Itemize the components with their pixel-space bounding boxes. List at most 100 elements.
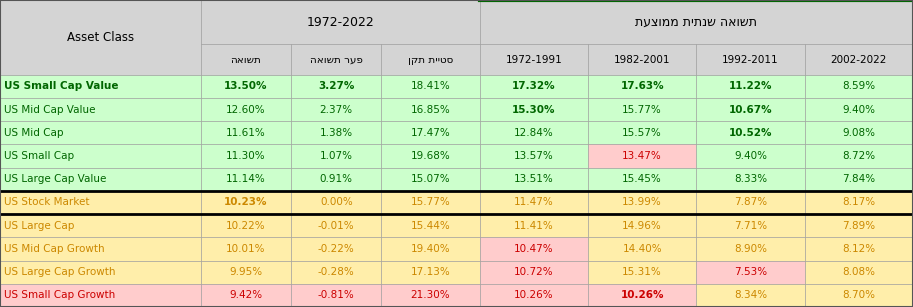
Bar [291,168,382,191]
Bar [291,191,382,214]
Bar [588,261,697,284]
Bar [0,0,201,75]
Text: 11.47%: 11.47% [514,197,553,208]
Bar [588,75,697,98]
Text: 13.47%: 13.47% [623,151,662,161]
Bar [382,214,479,237]
Text: 11.30%: 11.30% [226,151,266,161]
Text: -0.81%: -0.81% [318,290,354,300]
Bar [382,75,479,98]
Bar [291,144,382,168]
Bar [201,237,291,261]
Bar [804,45,913,75]
Text: 10.01%: 10.01% [226,244,266,254]
Bar [588,214,697,237]
Bar [804,144,913,168]
Text: US Mid Cap Value: US Mid Cap Value [4,105,96,115]
Text: 8.08%: 8.08% [843,267,876,277]
Text: 21.30%: 21.30% [411,290,450,300]
Text: 11.41%: 11.41% [514,221,553,231]
Bar [588,191,697,214]
Text: 15.44%: 15.44% [411,221,450,231]
Bar [479,237,588,261]
Bar [479,144,588,168]
Bar [697,98,804,121]
Text: 8.72%: 8.72% [843,151,876,161]
Text: 8.12%: 8.12% [843,244,876,254]
Text: 17.32%: 17.32% [512,81,556,91]
Text: US Small Cap: US Small Cap [4,151,74,161]
Text: 13.57%: 13.57% [514,151,553,161]
Text: 9.08%: 9.08% [843,128,876,138]
Bar [0,75,201,98]
Text: 12.60%: 12.60% [226,105,266,115]
Bar [0,144,201,168]
Text: האושת: האושת [231,55,261,64]
Text: 15.31%: 15.31% [623,267,662,277]
Bar [382,191,479,214]
Text: US Large Cap Growth: US Large Cap Growth [4,267,116,277]
Text: 16.85%: 16.85% [411,105,450,115]
Bar [697,45,804,75]
Text: US Stock Market: US Stock Market [4,197,89,208]
Bar [804,237,913,261]
Text: US Small Cap Growth: US Small Cap Growth [4,290,115,300]
Text: 10.47%: 10.47% [514,244,553,254]
Bar [201,284,291,307]
Text: 17.63%: 17.63% [620,81,664,91]
Bar [804,121,913,144]
Bar [588,144,697,168]
Text: 19.40%: 19.40% [411,244,450,254]
Bar [479,214,588,237]
Bar [382,98,479,121]
Bar [479,191,588,214]
Bar [804,191,913,214]
Bar [588,45,697,75]
Text: -0.01%: -0.01% [318,221,354,231]
Text: -0.28%: -0.28% [318,267,354,277]
Bar [588,284,697,307]
Bar [697,121,804,144]
Text: US Mid Cap Growth: US Mid Cap Growth [4,244,105,254]
Bar [201,45,291,75]
Bar [588,168,697,191]
Bar [382,144,479,168]
Bar [0,214,201,237]
Text: 10.52%: 10.52% [729,128,772,138]
Text: 9.95%: 9.95% [229,267,263,277]
Bar [804,98,913,121]
Text: 8.33%: 8.33% [734,174,767,184]
Text: US Mid Cap: US Mid Cap [4,128,64,138]
Text: 14.40%: 14.40% [623,244,662,254]
Bar [382,45,479,75]
Bar [697,261,804,284]
Bar [382,237,479,261]
Text: 1.38%: 1.38% [320,128,352,138]
Bar [291,98,382,121]
Bar [588,121,697,144]
Bar [291,45,382,75]
Text: US Large Cap Value: US Large Cap Value [4,174,107,184]
Bar [201,168,291,191]
Text: 8.59%: 8.59% [843,81,876,91]
Text: 15.07%: 15.07% [411,174,450,184]
Text: US Large Cap: US Large Cap [4,221,74,231]
Text: 9.40%: 9.40% [843,105,876,115]
Bar [382,284,479,307]
Text: 17.13%: 17.13% [411,267,450,277]
Text: 10.72%: 10.72% [514,267,553,277]
Bar [697,191,804,214]
Text: 14.96%: 14.96% [623,221,662,231]
Text: Asset Class: Asset Class [67,31,134,44]
Bar [588,98,697,121]
Text: 1972-2022: 1972-2022 [307,16,374,29]
Text: 13.99%: 13.99% [623,197,662,208]
Bar [0,121,201,144]
Text: US Small Cap Value: US Small Cap Value [4,81,119,91]
Text: 13.51%: 13.51% [514,174,553,184]
Text: 1982-2001: 1982-2001 [614,55,670,64]
Bar [697,284,804,307]
Text: 17.47%: 17.47% [411,128,450,138]
Text: 10.23%: 10.23% [225,197,268,208]
Text: 10.26%: 10.26% [621,290,664,300]
